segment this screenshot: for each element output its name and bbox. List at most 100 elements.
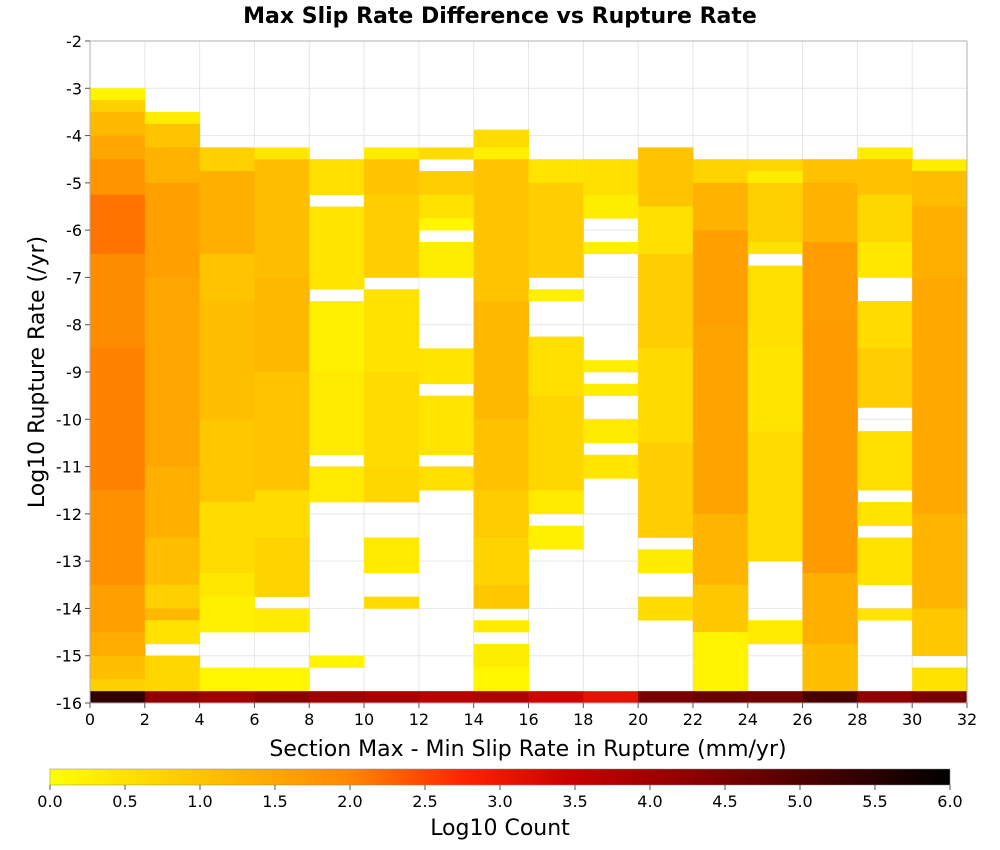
colorbar-tick-label: 2.0 bbox=[337, 792, 362, 811]
heatmap-cell bbox=[254, 372, 310, 491]
heatmap-cell bbox=[364, 596, 420, 609]
heatmap-cell bbox=[473, 537, 529, 586]
colorbar-label: Log10 Count bbox=[430, 816, 570, 841]
heatmap-cell bbox=[638, 253, 694, 349]
heatmap-cell-bottom bbox=[528, 691, 584, 703]
heatmap-cell bbox=[199, 147, 255, 172]
heatmap-cell bbox=[692, 632, 749, 692]
y-tick-label: -5 bbox=[66, 174, 82, 193]
x-tick-label: 6 bbox=[249, 710, 259, 729]
heatmap-cell bbox=[364, 537, 420, 574]
heatmap-cell-bottom bbox=[747, 691, 804, 703]
heatmap-cell bbox=[254, 537, 310, 597]
heatmap-cell bbox=[418, 171, 475, 195]
heatmap-cell bbox=[583, 159, 639, 195]
heatmap-cell bbox=[473, 129, 529, 148]
heatmap-cell bbox=[309, 372, 365, 456]
heatmap-cell bbox=[583, 360, 639, 373]
y-tick-label: -9 bbox=[66, 363, 82, 382]
heatmap-cell bbox=[473, 620, 529, 633]
heatmap-cell bbox=[857, 241, 913, 278]
heatmap-cell bbox=[692, 513, 749, 586]
heatmap-cell-bottom bbox=[583, 691, 639, 703]
heatmap-cell-bottom bbox=[857, 691, 913, 703]
heatmap-cell bbox=[912, 608, 968, 657]
heatmap-cell bbox=[199, 253, 255, 302]
heatmap-cell bbox=[692, 324, 749, 515]
x-tick-label: 20 bbox=[628, 710, 648, 729]
colorbar-tick-label: 5.5 bbox=[862, 792, 887, 811]
y-tick-label: -3 bbox=[66, 79, 82, 98]
heatmap-cell bbox=[144, 123, 201, 148]
chart-title: Max Slip Rate Difference vs Rupture Rate bbox=[243, 4, 757, 29]
heatmap-cell bbox=[418, 241, 475, 278]
heatmap-cell bbox=[144, 608, 201, 621]
heatmap-cell bbox=[199, 667, 255, 692]
heatmap-cell bbox=[309, 301, 365, 373]
heatmap-cell bbox=[692, 584, 749, 633]
heatmap-cells bbox=[90, 88, 968, 703]
heatmap-cell bbox=[90, 194, 146, 255]
colorbar-tick-label: 0.5 bbox=[112, 792, 137, 811]
heatmap-cell bbox=[912, 513, 968, 609]
heatmap-cell bbox=[747, 171, 804, 184]
heatmap-cell bbox=[473, 419, 529, 491]
heatmap-cell bbox=[418, 218, 475, 231]
heatmap-cell bbox=[418, 147, 475, 160]
heatmap-cell bbox=[912, 667, 968, 692]
heatmap-cell bbox=[638, 596, 694, 621]
heatmap-cell bbox=[802, 241, 858, 326]
heatmap-cell bbox=[747, 182, 804, 243]
heatmap-cell bbox=[802, 159, 858, 184]
heatmap-cell bbox=[254, 277, 310, 373]
y-tick-label: -4 bbox=[66, 127, 82, 146]
heatmap-cell bbox=[90, 348, 146, 491]
heatmap-cell bbox=[747, 159, 804, 172]
heatmap-cell bbox=[857, 194, 913, 243]
heatmap-cell bbox=[528, 525, 584, 550]
colorbar-tick-label: 1.5 bbox=[262, 792, 287, 811]
heatmap-cell bbox=[802, 572, 858, 645]
heatmap-cell bbox=[90, 632, 146, 657]
heatmap-cell bbox=[144, 620, 201, 645]
heatmap-cell bbox=[857, 301, 913, 349]
heatmap-cell bbox=[638, 206, 694, 255]
heatmap-cell bbox=[857, 159, 913, 195]
heatmap-cell-bottom bbox=[638, 691, 694, 703]
heatmap-cell bbox=[747, 620, 804, 645]
heatmap-cell bbox=[199, 419, 255, 503]
x-tick-label: 24 bbox=[738, 710, 758, 729]
y-tick-label: -12 bbox=[56, 505, 82, 524]
heatmap-cell bbox=[144, 147, 201, 184]
x-tick-label: 16 bbox=[518, 710, 538, 729]
x-tick-label: 26 bbox=[792, 710, 812, 729]
heatmap-cell bbox=[583, 241, 639, 255]
heatmap-cell bbox=[802, 324, 858, 574]
heatmap-cell bbox=[254, 147, 310, 160]
heatmap-cell-bottom bbox=[90, 691, 146, 703]
heatmap-cell bbox=[90, 159, 146, 195]
heatmap-cell bbox=[90, 253, 146, 349]
heatmap-cell bbox=[583, 383, 639, 396]
heatmap-cell bbox=[638, 147, 694, 207]
heatmap-cell bbox=[90, 100, 146, 113]
x-tick-label: 28 bbox=[847, 710, 867, 729]
colorbar-tick-label: 2.5 bbox=[412, 792, 437, 811]
y-axis-label: Log10 Rupture Rate (/yr) bbox=[25, 236, 50, 508]
heatmap-cell bbox=[90, 584, 146, 633]
x-tick-label: 10 bbox=[354, 710, 374, 729]
heatmap-cell bbox=[528, 395, 584, 491]
heatmap-cell bbox=[418, 194, 475, 219]
y-tick-label: -10 bbox=[56, 410, 82, 429]
heatmap-cell bbox=[309, 655, 365, 668]
heatmap-cell bbox=[473, 490, 529, 538]
heatmap-cell bbox=[857, 348, 913, 408]
heatmap-cell bbox=[857, 431, 913, 491]
heatmap-cell bbox=[583, 194, 639, 219]
x-axis-ticks: 0 2 4 6 8 10 12 14 16 18 20 22 24 26 28 30 32 bbox=[85, 703, 977, 729]
heatmap-cell bbox=[857, 608, 913, 621]
heatmap-cell bbox=[364, 194, 420, 278]
heatmap-cell bbox=[473, 643, 529, 668]
heatmap-cell bbox=[473, 159, 529, 302]
